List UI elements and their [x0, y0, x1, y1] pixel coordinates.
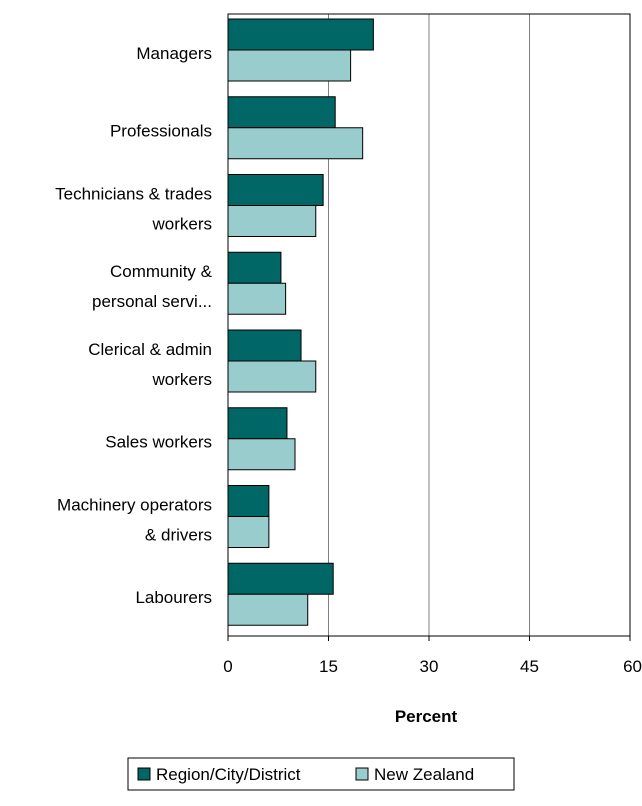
bar [227, 127, 364, 160]
bar [227, 593, 309, 626]
category-label: workers [151, 214, 212, 233]
bar [227, 516, 270, 548]
bars [227, 18, 374, 626]
legend-label: New Zealand [374, 765, 474, 784]
bar [227, 360, 317, 393]
category-label: Machinery operators [57, 495, 212, 514]
x-tick-label: 15 [319, 657, 338, 676]
category-label: personal servi... [92, 292, 212, 311]
category-label: Clerical & admin [88, 340, 212, 359]
category-label: Professionals [110, 122, 212, 141]
x-tick-label: 0 [223, 657, 232, 676]
x-tick-label: 45 [520, 657, 539, 676]
category-label: & drivers [145, 525, 212, 544]
category-label: Community & [110, 262, 213, 281]
bar [227, 282, 287, 315]
category-label: workers [151, 370, 212, 389]
x-axis-label: Percent [395, 707, 458, 726]
category-label: Sales workers [105, 433, 212, 452]
bar [227, 96, 336, 129]
bar [227, 205, 317, 237]
axes [227, 13, 631, 641]
category-label: Managers [136, 44, 212, 63]
x-tick-label: 60 [623, 657, 642, 676]
bar [227, 562, 334, 595]
x-tick-labels: 0 15 30 45 60 [223, 657, 642, 676]
bar [227, 485, 270, 517]
bar [227, 18, 374, 51]
bar [227, 251, 282, 284]
x-tick-label: 30 [420, 657, 439, 676]
bar [227, 329, 302, 362]
bar [227, 438, 296, 471]
category-label: Technicians & trades [55, 184, 212, 203]
bar [227, 49, 352, 82]
bar [227, 407, 288, 440]
category-label: Labourers [135, 588, 212, 607]
legend-swatch [355, 767, 369, 781]
category-labels: Managers Professionals Technicians & trade… [55, 44, 213, 607]
legend-swatch [137, 767, 151, 781]
legend: Region/City/District New Zealand [127, 757, 515, 791]
gridlines [328, 14, 631, 636]
legend-box [127, 757, 515, 791]
legend-label: Region/City/District [156, 765, 301, 784]
bar [227, 174, 324, 206]
